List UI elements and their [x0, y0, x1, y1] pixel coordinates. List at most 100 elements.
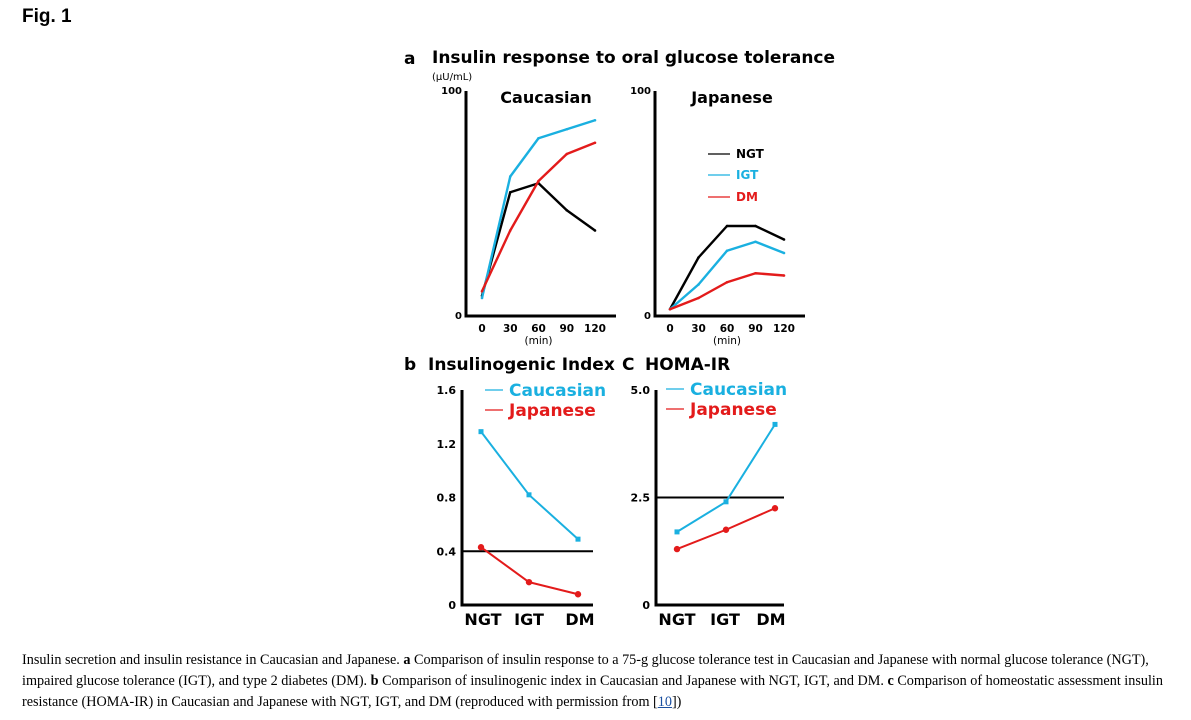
panel-a-y-unit: (μU/mL) — [432, 72, 472, 83]
panel-b-ytick-label: 1.2 — [437, 438, 457, 451]
panel-c-category-label: NGT — [658, 610, 695, 629]
panel-a-caucasian-subtitle: Caucasian — [500, 88, 591, 107]
legend-label-igt: IGT — [736, 168, 759, 182]
panel-a-japanese-point-igt — [697, 283, 700, 286]
panel-a-caucasian-point-igt — [508, 175, 512, 178]
panel-a-caucasian-point-igt — [480, 296, 484, 300]
panel-a-japanese-point-dm — [754, 271, 757, 275]
panel-a-caucasian-point-dm — [565, 152, 569, 156]
panel-a-japanese-point-dm — [782, 274, 786, 277]
panel-b-category-label: DM — [565, 610, 594, 629]
figure-caption: Insulin secretion and insulin resistance… — [22, 650, 1182, 713]
panel-a-japanese-x-axis-label: (min) — [713, 335, 741, 347]
panel-a-japanese-point-dm — [725, 280, 729, 284]
panel-a-title: Insulin response to oral glucose toleran… — [432, 48, 835, 68]
caption-text-2: Comparison of insulin response to a 75-g… — [22, 652, 1149, 689]
panel-a-caucasian-series-igt — [480, 119, 596, 299]
panel-a-japanese-xtick-label: 120 — [773, 323, 795, 335]
panel-a-caucasian-series-ngt — [480, 182, 596, 297]
panel-c-ytick-label: 2.5 — [631, 492, 651, 505]
legend-label-dm: DM — [736, 190, 758, 204]
panel-b-letter: b — [404, 355, 416, 375]
panel-a-caucasian-ytick-label: 100 — [441, 86, 462, 97]
panel-a-japanese-point-igt — [754, 240, 757, 244]
panel-a-caucasian-point-ngt — [508, 190, 512, 194]
panel-b-series-japanese — [480, 546, 579, 596]
panel-c-point-caucasian — [674, 529, 680, 535]
panel-a-caucasian-point-dm — [508, 229, 512, 232]
panel-a-caucasian-ytick-label: 0 — [455, 311, 462, 322]
panel-c-point-japanese — [771, 505, 779, 512]
caption-label-b: b — [370, 673, 379, 689]
caption-label-c: c — [887, 673, 894, 689]
panel-a-japanese-ytick-label: 0 — [644, 311, 651, 322]
panel-a-caucasian-xtick-label: 30 — [503, 323, 518, 335]
panel-b-title: Insulinogenic Index — [428, 355, 615, 375]
panel-c-legend-label-caucasian: Caucasian — [690, 380, 787, 400]
panel-a-japanese-point-igt — [725, 249, 729, 253]
panel-a-japanese-xtick-label: 90 — [748, 323, 763, 335]
panel-a-japanese-xtick-label: 0 — [666, 323, 673, 335]
panel-c-category-label: DM — [756, 610, 785, 629]
panel-a-caucasian-point-ngt — [593, 229, 597, 232]
panel-a-japanese-point-dm — [668, 307, 672, 311]
panel-c-point-japanese — [722, 526, 730, 533]
panel-b-point-caucasian — [478, 429, 484, 435]
panel-c-point-caucasian — [772, 421, 778, 427]
panel-a-caucasian-xtick-label: 0 — [478, 323, 485, 335]
panel-b-category-label: NGT — [464, 610, 501, 629]
panel-a-caucasian-point-dm — [537, 179, 540, 183]
panel-a-caucasian-xtick-label: 120 — [584, 323, 606, 335]
panel-c-category-label: IGT — [710, 610, 740, 629]
panel-b-point-japanese — [477, 544, 485, 551]
panel-a-japanese-point-ngt — [782, 238, 786, 241]
panel-a-caucasian-xtick-label: 90 — [559, 323, 574, 335]
panel-a-caucasian-point-igt — [537, 136, 540, 140]
panel-a-japanese-series-ngt — [668, 224, 785, 310]
panel-b-legend-label-japanese: Japanese — [508, 401, 596, 421]
panel-a-caucasian-point-dm — [593, 141, 597, 145]
reference-link[interactable]: 10 — [657, 694, 672, 710]
caption-label-a: a — [403, 652, 411, 668]
panel-a-caucasian-point-igt — [593, 118, 597, 122]
panel-a-caucasian-xtick-label: 60 — [531, 323, 546, 335]
panel-c-point-caucasian — [723, 499, 729, 505]
panel-c-letter: C — [622, 355, 634, 375]
panel-a-caucasian-point-igt — [565, 127, 569, 131]
panel-b-ytick-label: 0.8 — [437, 492, 457, 505]
caption-text-3: Comparison of insulinogenic index in Cau… — [378, 673, 888, 689]
panel-a-japanese-point-igt — [782, 251, 786, 255]
panel-b-point-caucasian — [526, 492, 532, 498]
panel-a-letter: a — [404, 49, 415, 69]
panel-b-point-caucasian — [575, 536, 581, 542]
panel-a-japanese-xtick-label: 60 — [720, 323, 735, 335]
figure-label: Fig. 1 — [22, 6, 72, 27]
panel-a-caucasian-x-axis-label: (min) — [525, 335, 553, 347]
panel-a-japanese-point-ngt — [754, 224, 757, 228]
caption-text-4: Comparison of homeostatic assessment ins… — [22, 673, 1163, 710]
panel-c-legend-label-japanese: Japanese — [689, 400, 777, 420]
panel-a-japanese-point-ngt — [697, 256, 700, 259]
panel-c-ytick-label: 0 — [642, 599, 650, 612]
panel-b-point-japanese — [574, 591, 582, 598]
panel-a-japanese-subtitle: Japanese — [690, 88, 773, 107]
panel-b-category-label: IGT — [514, 610, 544, 629]
panel-a-japanese-ytick-label: 100 — [630, 86, 651, 97]
panel-c-ytick-label: 5.0 — [631, 384, 651, 397]
panel-a-japanese-xtick-label: 30 — [691, 323, 706, 335]
caption-text-5: ]) — [671, 694, 682, 710]
caption-text-1: Insulin secretion and insulin resistance… — [22, 652, 404, 668]
panel-b-ytick-label: 0 — [448, 599, 456, 612]
panel-a-japanese-point-ngt — [725, 224, 729, 228]
panel-a-caucasian-point-ngt — [565, 208, 569, 212]
panel-b-series-caucasian — [480, 431, 579, 540]
panel-a-japanese-point-dm — [697, 296, 700, 300]
legend-label-ngt: NGT — [736, 147, 765, 161]
panel-b-legend-label-caucasian: Caucasian — [509, 381, 606, 401]
panel-b-point-japanese — [525, 578, 533, 586]
panel-a-caucasian-point-dm — [480, 289, 484, 293]
panel-b-ytick-label: 0.4 — [437, 545, 457, 558]
figure-1: a Insulin response to oral glucose tolera… — [404, 48, 835, 629]
panel-c-title: HOMA-IR — [645, 355, 730, 375]
panel-b-ytick-label: 1.6 — [437, 384, 457, 397]
